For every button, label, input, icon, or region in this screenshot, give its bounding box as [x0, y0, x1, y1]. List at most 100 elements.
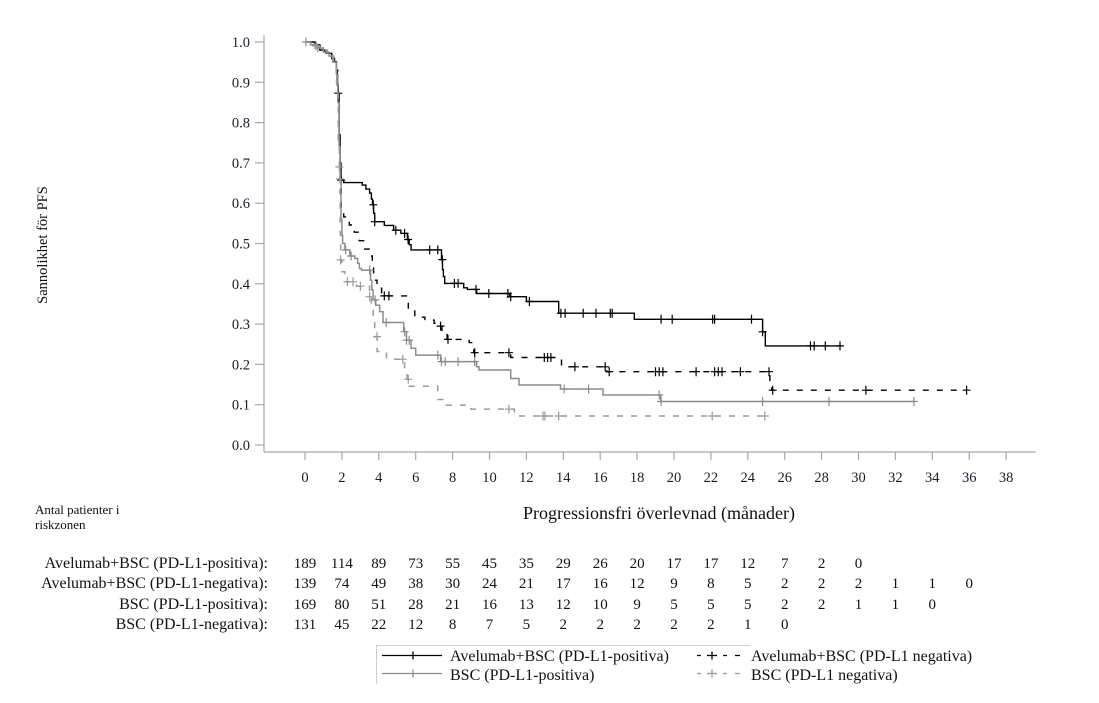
risk-count: 8 — [449, 617, 457, 633]
y-tick-label: 0.2 — [232, 357, 250, 373]
censor-mark — [592, 308, 600, 318]
risk-table-row: Avelumab+BSC (PD-L1-negativa): 139 74 49 38 3… — [41, 575, 973, 592]
legend: Avelumab+BSC (PD-L1-positiva) Avelumab+B… — [376, 645, 972, 684]
x-tick-label: 4 — [375, 470, 383, 486]
censor-mark — [736, 367, 745, 377]
censor-mark — [758, 397, 767, 406]
censor-mark — [747, 314, 756, 324]
censor-mark — [336, 255, 345, 265]
y-axis: 0.0 0.1 0.2 0.3 0.4 0.5 0.6 0.7 0.8 0.9 1.0 — [232, 35, 265, 454]
censor-mark — [341, 245, 350, 255]
risk-count: 2 — [781, 597, 789, 613]
censor-mark — [444, 334, 452, 344]
censor-mark — [810, 341, 819, 351]
risk-table-title-line-2: riskzonen — [35, 517, 86, 532]
legend-border — [376, 645, 750, 684]
risk-count: 80 — [334, 597, 349, 613]
censor-mark — [400, 228, 409, 238]
censor-mark — [836, 341, 844, 351]
censor-mark — [335, 162, 344, 172]
censor-mark — [540, 411, 549, 421]
censor-mark — [370, 217, 379, 227]
series-bsc-pos — [301, 37, 918, 406]
risk-count: 22 — [371, 617, 386, 633]
censor-mark — [861, 385, 870, 395]
y-tick-label: 0.5 — [232, 237, 250, 253]
censor-mark — [365, 265, 374, 275]
risk-count: 2 — [707, 617, 715, 633]
series-line-bsc-pos — [305, 41, 914, 403]
y-tick-label: 1.0 — [232, 35, 250, 51]
risk-count: 24 — [482, 576, 498, 592]
censor-mark — [400, 327, 409, 337]
risk-table-row: Avelumab+BSC (PD-L1-positiva): 189 114 89 73… — [45, 555, 863, 572]
legend-swatch-solid-black — [382, 651, 442, 660]
survival-curves — [301, 37, 971, 421]
x-tick-label: 34 — [925, 470, 940, 486]
risk-count: 5 — [670, 597, 678, 613]
risk-row-label: BSC (PD-L1-negativa): — [116, 616, 268, 633]
risk-count: 2 — [633, 617, 641, 633]
risk-count: 139 — [294, 576, 317, 592]
legend-item-bsc-neg: BSC (PD-L1 negativa) — [697, 667, 898, 684]
censor-mark — [398, 354, 407, 364]
x-tick-label: 18 — [630, 470, 645, 486]
censor-mark — [584, 384, 593, 394]
censor-mark — [504, 348, 513, 358]
censor-mark — [382, 318, 391, 327]
risk-count: 2 — [781, 576, 789, 592]
censor-mark — [313, 43, 322, 53]
censor-mark — [504, 404, 513, 414]
x-tick-label: 24 — [741, 470, 756, 486]
y-tick-label: 0.8 — [232, 116, 250, 132]
censor-mark — [391, 225, 400, 235]
risk-count: 16 — [482, 597, 498, 613]
risk-count: 1 — [744, 617, 752, 633]
y-tick-label: 0.3 — [232, 317, 250, 333]
censor-mark — [349, 277, 357, 287]
censor-mark — [433, 350, 442, 360]
risk-count: 1 — [855, 597, 863, 613]
series-avelumab-pos — [305, 41, 844, 351]
censor-mark — [668, 314, 677, 324]
y-tick-label: 0.9 — [232, 75, 250, 91]
risk-count: 12 — [556, 597, 571, 613]
censor-mark — [570, 362, 579, 372]
censor-mark — [365, 292, 374, 302]
risk-count: 13 — [519, 597, 534, 613]
y-axis-title: Sannolikhet för PFS — [35, 186, 51, 304]
risk-count: 189 — [294, 556, 317, 572]
x-tick-label: 10 — [482, 470, 497, 486]
censor-mark — [825, 397, 833, 406]
x-tick-label: 0 — [301, 470, 308, 486]
risk-count: 0 — [855, 556, 863, 572]
x-tick-label: 30 — [851, 470, 866, 486]
risk-count: 12 — [630, 576, 645, 592]
risk-count: 1 — [929, 576, 937, 592]
censor-mark — [765, 367, 773, 377]
legend-swatch-solid-gray — [382, 669, 442, 678]
censor-mark — [821, 341, 830, 351]
risk-count: 5 — [707, 597, 715, 613]
risk-count: 1 — [892, 576, 900, 592]
legend-label: Avelumab+BSC (PD-L1-positiva) — [450, 648, 669, 665]
series-line-bsc-neg — [305, 41, 766, 417]
x-tick-label: 32 — [888, 470, 903, 486]
risk-count: 7 — [781, 556, 789, 572]
censor-mark — [760, 411, 769, 421]
censor-mark — [425, 245, 434, 255]
legend-label: BSC (PD-L1-positiva) — [450, 667, 594, 684]
x-tick-label: 2 — [338, 470, 345, 486]
censor-mark — [371, 295, 380, 305]
risk-count: 20 — [630, 556, 645, 572]
risk-count: 21 — [519, 576, 534, 592]
censor-mark — [356, 281, 365, 291]
risk-table: Antal patienter i riskzonen Avelumab+BSC… — [35, 502, 973, 633]
censor-mark — [601, 362, 610, 372]
risk-count: 26 — [593, 556, 609, 572]
censor-mark — [579, 308, 588, 318]
risk-count: 169 — [294, 597, 317, 613]
censor-mark — [962, 385, 971, 395]
censor-mark — [758, 327, 767, 337]
